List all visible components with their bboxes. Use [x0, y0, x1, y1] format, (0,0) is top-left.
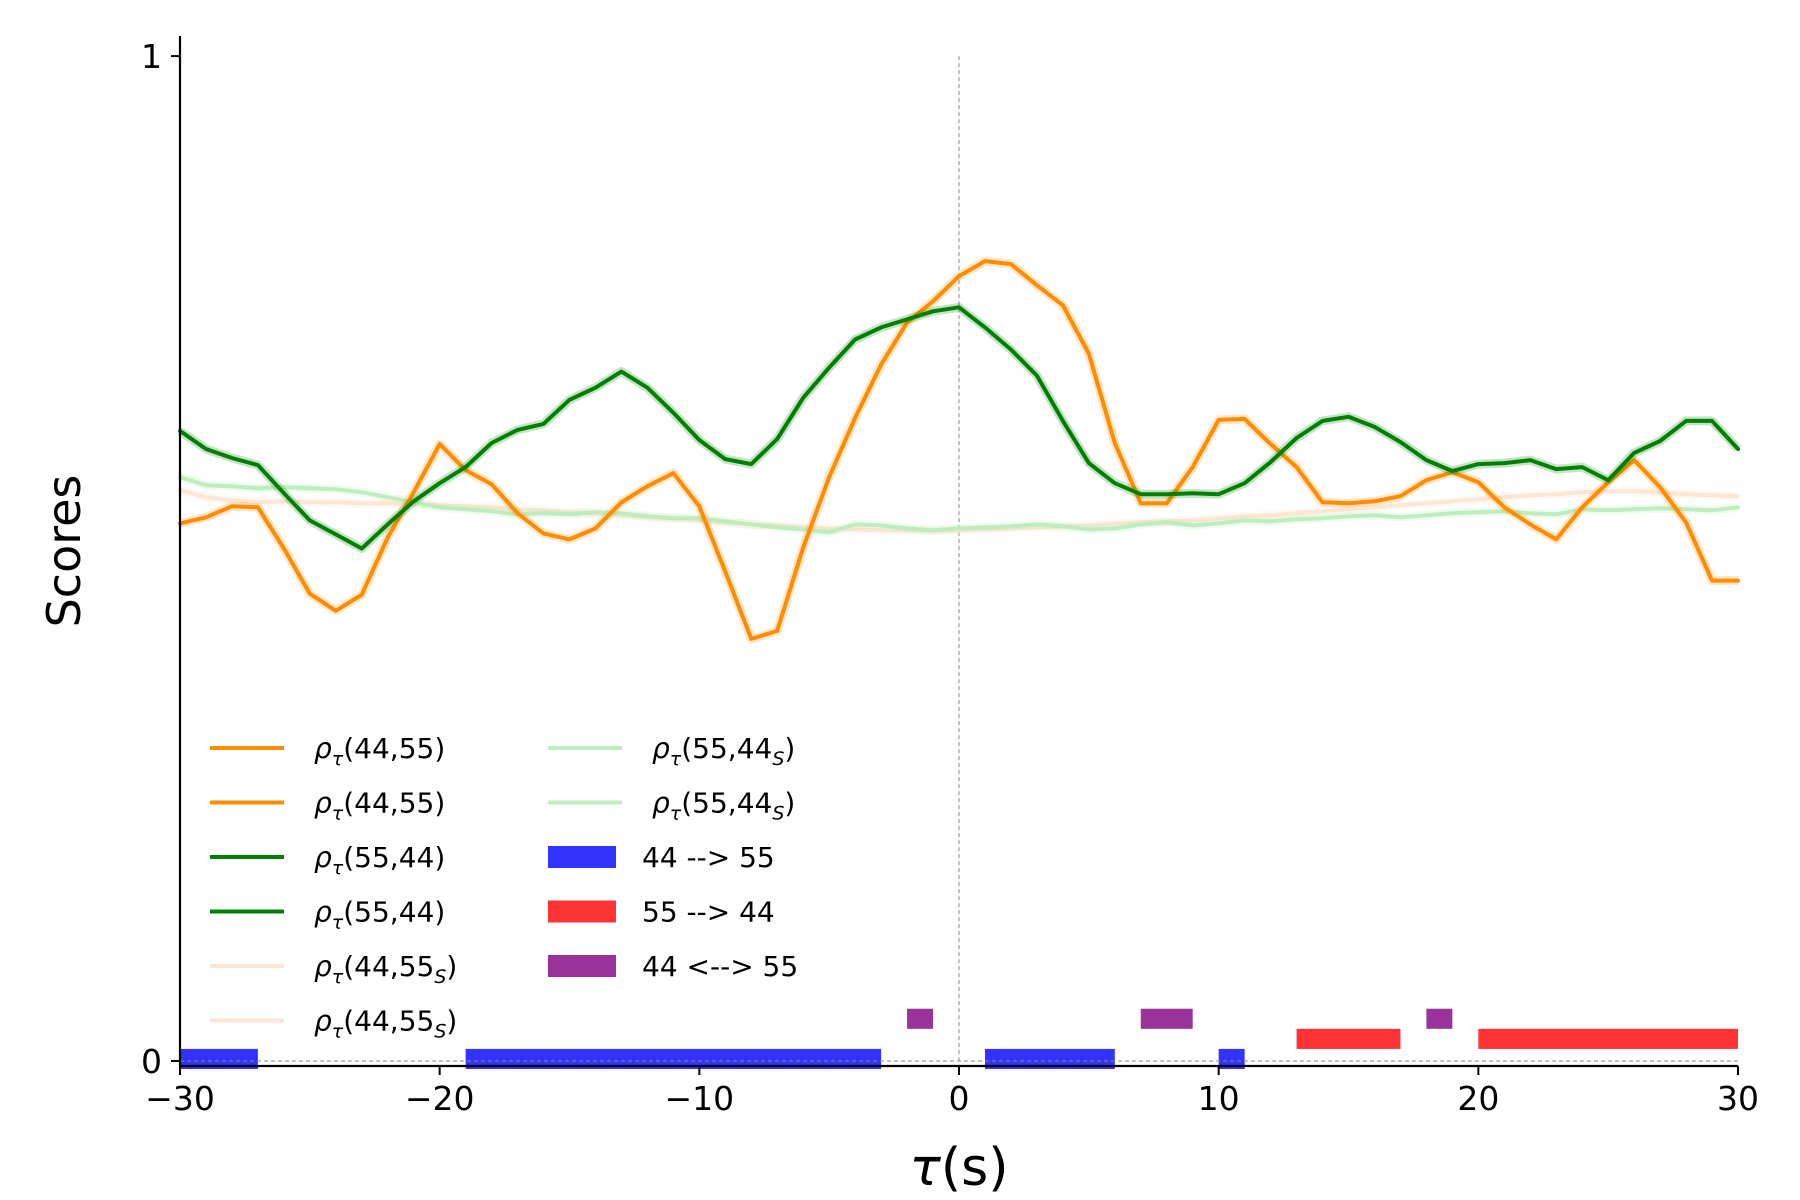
y-axis-title: Scores: [37, 475, 91, 628]
tick-labels: −30 −20 −10 0 10 20 30 0 1: [141, 37, 1759, 1118]
x-tick-label: −20: [405, 1079, 475, 1118]
y-tick-label: 0: [141, 1042, 162, 1081]
x-tick-label: 0: [949, 1079, 970, 1118]
significance-bar: [1140, 1008, 1193, 1029]
significance-bar: [984, 1048, 1115, 1070]
y-tick-label: 1: [141, 37, 162, 76]
legend-label: 55 --> 44: [642, 896, 775, 929]
x-axis-title-unit: (s): [941, 1138, 1009, 1198]
legend-label: ρτ(44,55): [314, 787, 445, 825]
series-line: [178, 475, 1740, 535]
significance-bar: [1478, 1028, 1738, 1049]
series-lines: [177, 256, 1742, 644]
significance-bar: [1218, 1048, 1245, 1070]
significance-bar: [1426, 1008, 1453, 1029]
significance-bar: [180, 1048, 258, 1070]
significance-bars: [180, 1008, 1738, 1070]
legend-patch-swatch: [548, 846, 616, 868]
significance-bar: [1296, 1028, 1401, 1049]
x-tick-label: 30: [1717, 1079, 1759, 1118]
x-tick-label: −10: [665, 1079, 735, 1118]
significance-bar: [465, 1048, 882, 1070]
legend-label: ρτ(44,55S): [314, 950, 457, 988]
legend-patch-swatch: [548, 900, 616, 923]
x-tick-label: 20: [1457, 1079, 1499, 1118]
legend-label: ρτ(55,44): [314, 896, 445, 934]
series-line: [178, 305, 1740, 551]
legend-label: 44 --> 55: [642, 841, 775, 874]
legend-label: ρτ(44,55S): [314, 1005, 457, 1043]
x-axis-title-symbol: τ: [910, 1138, 942, 1198]
x-tick-label: 10: [1198, 1079, 1240, 1118]
legend-label: ρτ(55,44): [314, 841, 445, 879]
x-tick-label: −30: [145, 1079, 215, 1118]
reference-lines: [180, 56, 1738, 1062]
series-line: [178, 259, 1740, 641]
legend: ρτ(44,55) ρτ(44,55) ρτ(55,44) ρτ(55,44) ρτ(4…: [210, 732, 798, 1043]
legend-patch-swatch: [548, 955, 616, 977]
significance-bar: [907, 1008, 934, 1029]
legend-label: 44 <--> 55: [642, 950, 798, 983]
legend-label: ρτ(55,44S): [652, 732, 795, 770]
legend-label: ρτ(44,55): [314, 732, 445, 770]
axes: [171, 36, 1739, 1075]
legend-label: ρτ(55,44S): [652, 787, 795, 825]
x-axis-title: τ(s): [910, 1138, 1009, 1198]
